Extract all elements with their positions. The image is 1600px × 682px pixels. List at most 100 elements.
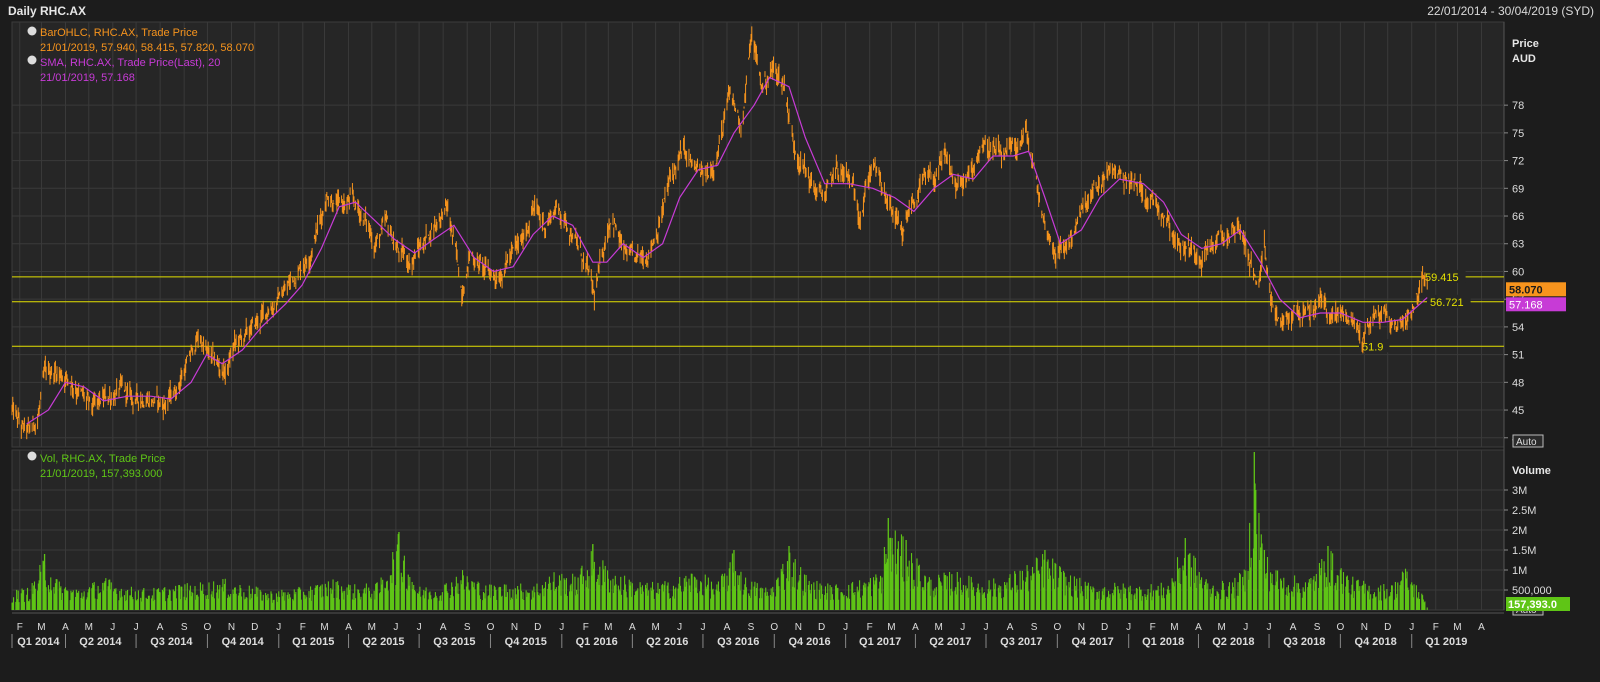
quarter-label: Q1 2017	[859, 636, 901, 648]
month-label: J	[843, 622, 848, 633]
month-label: A	[724, 622, 731, 633]
price-tick-label: 72	[1512, 156, 1524, 168]
month-label: J	[393, 622, 398, 633]
month-label: M	[887, 622, 895, 633]
volume-bars	[11, 452, 1428, 610]
quarter-label: Q1 2016	[576, 636, 618, 648]
quarter-label: Q4 2015	[505, 636, 547, 648]
sma-value: 57.168	[1509, 299, 1543, 311]
month-label: A	[629, 622, 636, 633]
month-label: N	[511, 622, 518, 633]
month-label: D	[818, 622, 825, 633]
quarter-label: Q2 2015	[362, 636, 404, 648]
price-tick-label: 66	[1512, 211, 1524, 223]
volume-tick-label: 1M	[1512, 565, 1527, 577]
quarter-label: Q1 2014	[17, 636, 60, 648]
legend-vol-values: 21/01/2019, 157,393.000	[40, 468, 162, 480]
month-label: M	[37, 622, 45, 633]
month-label: N	[795, 622, 802, 633]
level-label-bg	[1359, 339, 1390, 353]
price-axis-title: Price	[1512, 38, 1539, 50]
horizontal-levels: 59.415 56.721 51.9	[12, 269, 1504, 353]
quarter-label: Q1 2015	[292, 636, 334, 648]
price-auto-label: Auto	[1516, 437, 1537, 448]
month-label: S	[748, 622, 755, 633]
month-label: S	[464, 622, 471, 633]
last-price-tag: 58.070	[1506, 282, 1566, 297]
month-label: A	[440, 622, 447, 633]
quarter-label: Q2 2017	[929, 636, 971, 648]
quarter-label: Q4 2017	[1072, 636, 1114, 648]
price-tick-label: 60	[1512, 266, 1524, 278]
level-label: 59.415	[1425, 272, 1459, 284]
legend-toggle-icon[interactable]	[27, 451, 37, 461]
legend-toggle-icon[interactable]	[27, 26, 37, 36]
legend-bar[interactable]: BarOHLC, RHC.AX, Trade Price 21/01/2019,…	[27, 26, 255, 55]
volume-tick-label: 3M	[1512, 485, 1527, 497]
month-label: M	[1170, 622, 1178, 633]
month-label: A	[157, 622, 164, 633]
month-label: M	[368, 622, 376, 633]
month-label: J	[110, 622, 115, 633]
month-label: A	[1195, 622, 1202, 633]
quarter-label: Q4 2018	[1355, 636, 1397, 648]
month-label: J	[134, 622, 139, 633]
volume-axis-title: Volume	[1512, 465, 1551, 477]
legend-sma[interactable]: SMA, RHC.AX, Trade Price(Last), 20 21/01…	[27, 55, 221, 85]
quarter-label: Q2 2018	[1212, 636, 1254, 648]
volume-value-tag: 157,393.0	[1506, 597, 1570, 611]
quarter-label: Q4 2016	[788, 636, 830, 648]
legend-toggle-icon[interactable]	[27, 55, 37, 65]
month-label: A	[62, 622, 69, 633]
price-series	[11, 26, 1428, 440]
price-tick-label: 78	[1512, 100, 1524, 112]
quarter-label: Q1 2019	[1425, 636, 1467, 648]
last-price-value: 58.070	[1509, 284, 1543, 296]
sma-value-tag: 57.168	[1506, 297, 1566, 312]
month-label: S	[181, 622, 188, 633]
month-label: J	[417, 622, 422, 633]
legend-bar-title: BarOHLC, RHC.AX, Trade Price	[40, 27, 198, 39]
month-label: N	[228, 622, 235, 633]
price-auto-button[interactable]: Auto	[1512, 434, 1544, 448]
chart-title: Daily RHC.AX	[8, 4, 87, 18]
month-label: O	[487, 622, 495, 633]
price-tick-label: 51	[1512, 350, 1524, 362]
price-tick-label: 45	[1512, 405, 1524, 417]
level-label: 56.721	[1430, 297, 1464, 309]
month-label: F	[867, 622, 873, 633]
legend-vol-title: Vol, RHC.AX, Trade Price	[40, 453, 165, 465]
price-tick-label: 63	[1512, 239, 1524, 251]
month-label: N	[1078, 622, 1085, 633]
month-label: F	[1150, 622, 1156, 633]
month-label: J	[960, 622, 965, 633]
price-tick-label: 75	[1512, 128, 1524, 140]
month-label: J	[677, 622, 682, 633]
price-axis: 42454851545760636669727578	[1504, 100, 1524, 445]
quarter-label: Q4 2014	[222, 636, 265, 648]
volume-tick-label: 2.5M	[1512, 505, 1536, 517]
sma-line	[26, 76, 1428, 425]
month-label: M	[320, 622, 328, 633]
month-label: D	[1101, 622, 1108, 633]
price-tick-label: 69	[1512, 183, 1524, 195]
month-label: D	[251, 622, 258, 633]
month-label: F	[300, 622, 306, 633]
date-range: 22/01/2014 - 30/04/2019 (SYD)	[1427, 4, 1594, 18]
volume-tick-label: 1.5M	[1512, 545, 1536, 557]
level-label-bg	[1427, 294, 1471, 308]
month-label: J	[1243, 622, 1248, 633]
month-label: M	[651, 622, 659, 633]
month-label: M	[1453, 622, 1461, 633]
month-label: F	[1433, 622, 1439, 633]
month-label: J	[700, 622, 705, 633]
legend-vol[interactable]: Vol, RHC.AX, Trade Price 21/01/2019, 157…	[27, 451, 166, 481]
month-label: O	[1336, 622, 1344, 633]
month-label: M	[604, 622, 612, 633]
month-label: J	[1267, 622, 1272, 633]
month-label: D	[534, 622, 541, 633]
month-label: O	[1053, 622, 1061, 633]
month-label: F	[583, 622, 589, 633]
